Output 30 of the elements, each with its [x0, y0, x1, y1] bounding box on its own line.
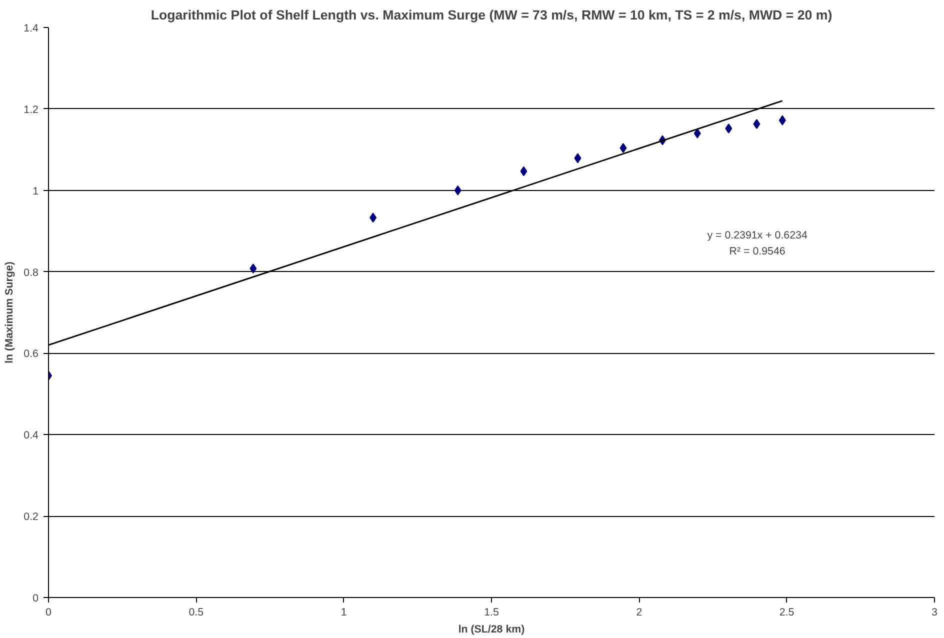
chart-title: Logarithmic Plot of Shelf Length vs. Maximum Surge (MW = 73 m/s, RMW = 10 km, TS = 2 m/s, MWD = 20 m): [150, 8, 832, 22]
y-tick-label: 1.2: [24, 104, 39, 116]
y-tick-label: 0.8: [24, 266, 39, 279]
point: [725, 123, 732, 134]
x-axis-title: ln (SL/28 km): [458, 624, 526, 636]
annotation: R² = 0.9546: [729, 246, 786, 258]
y-tick-label: 0.6: [24, 348, 39, 360]
y-tick-label: 1: [32, 185, 39, 198]
y-tick-label: 0.2: [24, 511, 39, 524]
point: [694, 128, 701, 138]
y-tick-label: 1.4: [24, 22, 39, 34]
point: [520, 166, 528, 176]
x-tick-label: 0: [46, 606, 52, 618]
point: [778, 115, 786, 126]
x-tick-label: 2: [636, 606, 642, 618]
annotation: y = 0.2391x + 0.6234: [707, 230, 808, 242]
x-tick-label: 0.5: [188, 606, 204, 618]
x-tick-label: 1: [340, 606, 347, 618]
point: [250, 264, 257, 274]
x-tick-label: 1.5: [484, 606, 499, 618]
point: [454, 185, 462, 196]
x-tick-label: 2.5: [779, 606, 794, 618]
point: [370, 212, 377, 223]
x-tick-label: 3: [932, 606, 938, 618]
point: [620, 143, 627, 154]
y-axis-title: ln (Maximum Surge): [4, 261, 16, 364]
point: [574, 153, 582, 164]
y-tick-label: 0: [32, 592, 39, 604]
y-tick-label: 0.4: [24, 430, 39, 442]
point: [753, 118, 760, 129]
